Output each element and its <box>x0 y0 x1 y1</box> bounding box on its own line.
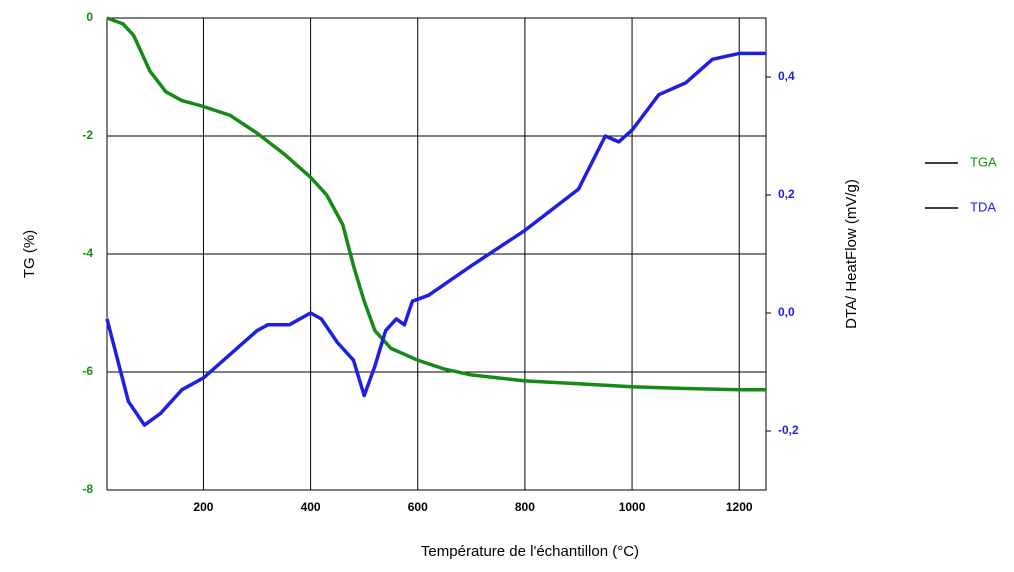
x-tick-label: 600 <box>408 500 428 514</box>
x-axis-label: Température de l'échantillon (°C) <box>421 543 639 560</box>
y2-tick-label: 0,0 <box>778 305 795 319</box>
x-tick-label: 200 <box>193 500 213 514</box>
legend-label: TDA <box>970 199 996 214</box>
x-tick-label: 400 <box>301 500 321 514</box>
y-tick-label: 0 <box>86 10 93 24</box>
y-tick-label: -4 <box>82 246 93 260</box>
y-tick-label: -6 <box>82 364 93 378</box>
series-line <box>105 51 766 427</box>
x-tick-label: 800 <box>515 500 535 514</box>
y-axis-label: TG (%) <box>21 230 38 278</box>
series-line <box>106 16 766 392</box>
y2-tick-label: -0,2 <box>778 423 799 437</box>
y-tick-label: -2 <box>82 128 93 142</box>
x-tick-label: 1000 <box>619 500 646 514</box>
legend-label: TGA <box>970 154 997 169</box>
y2-tick-label: 0,2 <box>778 187 795 201</box>
y2-tick-label: 0,4 <box>778 69 795 83</box>
y2-axis-label: DTA/ HeatFlow (mV/g) <box>843 179 860 329</box>
y-tick-label: -8 <box>82 482 93 496</box>
x-tick-label: 1200 <box>726 500 753 514</box>
